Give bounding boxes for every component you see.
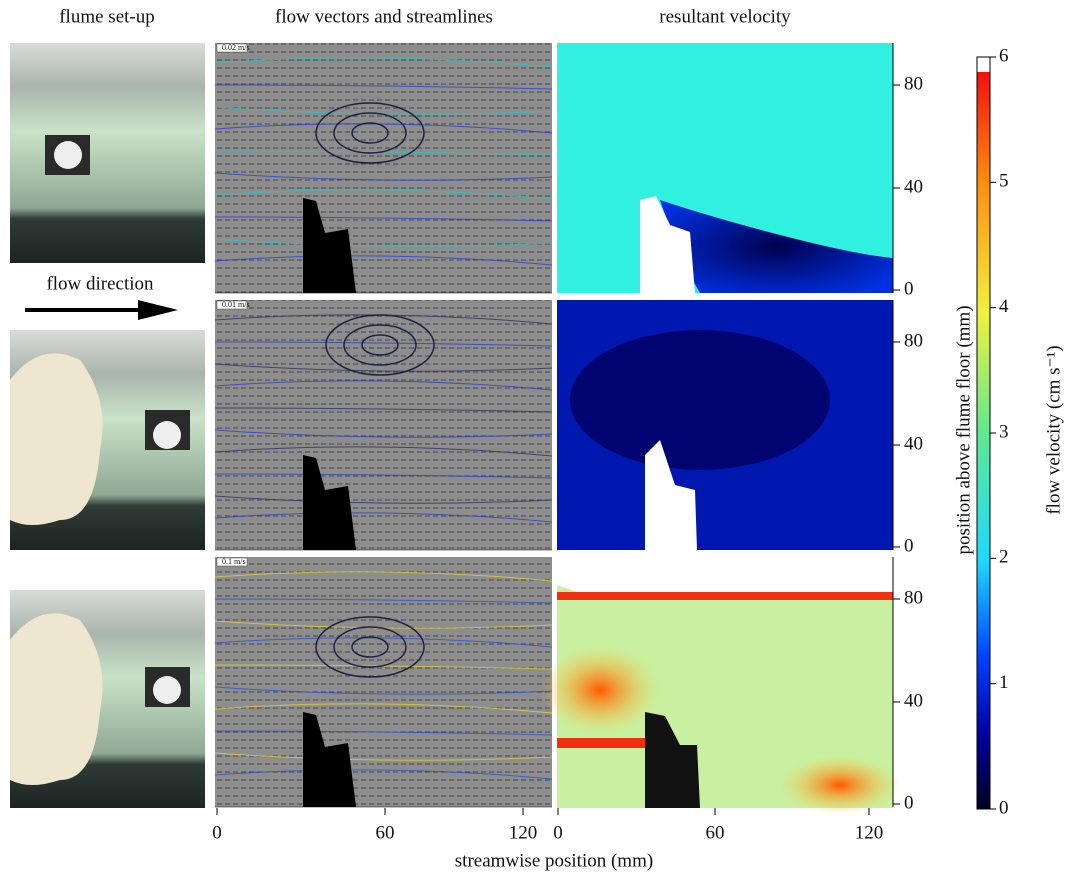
obstacle [303, 198, 356, 293]
wake [660, 200, 893, 293]
streamline [214, 473, 553, 479]
vortex [325, 314, 435, 376]
scale-box [216, 43, 248, 53]
vortex [333, 626, 407, 668]
streamline [214, 216, 553, 222]
streamline [214, 380, 553, 391]
scale-box [216, 557, 248, 567]
y-tick-label: 80 [904, 587, 923, 608]
x-tick-label: 60 [376, 822, 395, 843]
coral [10, 353, 103, 525]
column-title: flow vectors and streamlines [275, 6, 493, 27]
vector-scale-label: 0.01 m/s [222, 300, 250, 309]
vortex [315, 616, 425, 678]
streamline [214, 429, 553, 438]
obstacle [645, 712, 700, 808]
colorbar-label: flow velocity (cm s⁻¹) [1043, 345, 1064, 514]
vector-field [215, 43, 552, 293]
no-data [557, 557, 893, 600]
low-flow [570, 330, 830, 470]
streamline [214, 598, 553, 604]
vortex [343, 324, 417, 366]
obstacle [303, 455, 356, 550]
streamline [214, 255, 553, 266]
colorbar-tick-label: 2 [999, 547, 1009, 568]
vector-field [215, 557, 552, 807]
streamline [214, 238, 553, 247]
streamline [214, 189, 553, 200]
streamline [214, 495, 553, 504]
scale-box [216, 300, 248, 310]
streamline [214, 341, 553, 347]
colorbar-tick-label: 3 [999, 421, 1009, 442]
instrument [45, 135, 190, 707]
vortex [333, 112, 407, 154]
photo [10, 43, 205, 263]
streamline [214, 730, 553, 736]
colorbar-tick-label: 1 [999, 672, 1009, 693]
hot-spot [780, 755, 900, 815]
y-tick-label: 40 [904, 690, 923, 711]
high-flow-band [557, 592, 893, 600]
streamline [214, 571, 553, 582]
streamline [214, 172, 553, 181]
colorbar [976, 56, 991, 810]
photos [10, 43, 205, 808]
y-tick-label: 0 [904, 278, 914, 299]
obstacle [640, 196, 695, 293]
x-tick-label: 0 [212, 822, 222, 843]
vector-scale-label: 0.02 m/s [222, 43, 250, 52]
streamline [214, 57, 553, 68]
flow-direction-label: flow direction [46, 273, 154, 294]
streamline [214, 512, 553, 523]
streamline-panels: 0.02 m/s 0.01 m/s 0.1 m/s [214, 43, 553, 808]
high-flow-band [557, 738, 647, 748]
flow-arrow [25, 300, 178, 320]
hot-spot [540, 645, 660, 735]
colorbar-tick-label: 6 [999, 45, 1009, 66]
streamline [214, 686, 553, 695]
streamline [214, 769, 553, 780]
streamline [214, 752, 553, 761]
streamline [214, 637, 553, 648]
y-tick-label: 80 [904, 330, 923, 351]
y-tick-label: 40 [904, 176, 923, 197]
streamline [214, 363, 553, 372]
vortex [351, 122, 389, 144]
vortex [361, 334, 399, 356]
y-tick-label: 40 [904, 433, 923, 454]
velocity-panels [540, 43, 900, 815]
streamline [214, 123, 553, 134]
colorbar-tick-label: 0 [999, 797, 1009, 818]
y-tick-label: 80 [904, 73, 923, 94]
column-title: flume set-up [59, 6, 155, 27]
x-tick-label: 120 [509, 822, 538, 843]
obstacle [645, 440, 697, 550]
vector-scale-label: 0.1 m/s [222, 557, 246, 566]
y-tick-label: 0 [904, 792, 914, 813]
vortex [315, 102, 425, 164]
x-tick-label: 120 [855, 822, 884, 843]
streamline [214, 703, 553, 714]
x-tick-label: 60 [706, 822, 725, 843]
coral [10, 613, 103, 785]
y-axis-label: position above flume floor (mm) [953, 305, 974, 554]
colorbar-tick-label: 4 [999, 296, 1009, 317]
vortex [351, 636, 389, 658]
x-axis-label: streamwise position (mm) [455, 850, 653, 871]
x-tick-label: 0 [553, 822, 563, 843]
obstacle [303, 712, 356, 807]
column-title: resultant velocity [659, 6, 791, 27]
streamline [214, 446, 553, 457]
streamline [214, 84, 553, 90]
colorbar-tick-label: 5 [999, 171, 1009, 192]
y-tick-label: 0 [904, 535, 914, 556]
streamline [214, 407, 553, 413]
vector-field [215, 300, 552, 550]
